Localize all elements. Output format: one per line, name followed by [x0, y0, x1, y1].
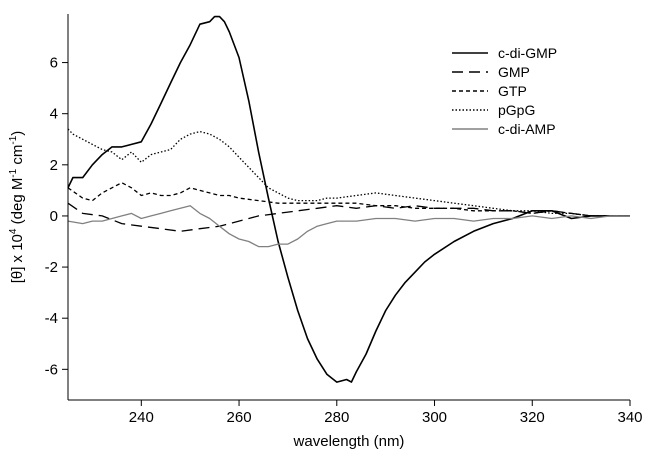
y-tick-label: 2: [50, 157, 58, 174]
series-line-c-di-AMP: [67, 205, 630, 248]
legend-label-c-di-GMP: c-di-GMP: [498, 45, 557, 61]
axes-layer: [67, 14, 630, 401]
y-tick-label: -2: [45, 259, 58, 276]
legend-label-GMP: GMP: [498, 64, 530, 80]
y-axis-title-part-d: ): [9, 131, 26, 136]
y-tick-label: -4: [45, 310, 58, 327]
y-axis-title-part-a: [θ] x 10: [9, 234, 26, 283]
y-tick-label: -6: [45, 361, 58, 378]
legend: c-di-GMP GMP GTP pGpG c-di-AMP: [452, 45, 557, 137]
series-line-pGpG: [67, 128, 630, 217]
y-axis-title-part-c: cm: [9, 145, 26, 169]
y-axis-title-part-b: (deg M: [9, 178, 26, 229]
x-tick-label: 260: [227, 409, 252, 426]
y-axis-title: [θ] x 104 (deg M-1 cm-1): [8, 131, 26, 284]
x-axis-title: wavelength (nm): [293, 433, 405, 450]
x-tick-label: 280: [324, 409, 349, 426]
legend-label-c-di-AMP: c-di-AMP: [498, 121, 556, 137]
series-line-GTP: [67, 182, 630, 217]
x-tick-label: 340: [617, 409, 642, 426]
x-tick-label: 320: [520, 409, 545, 426]
legend-label-pGpG: pGpG: [498, 102, 535, 118]
y-tick-label: 0: [50, 208, 58, 225]
legend-label-GTP: GTP: [498, 83, 527, 99]
ticks-layer: 240 260 280 300 320 340 -6 -4 -2 0 2 4 6: [45, 55, 643, 426]
y-axis-title-sup-a: 4: [8, 228, 19, 234]
y-axis-title-sup-b: -1: [8, 168, 19, 177]
series-line-c-di-GMP: [67, 15, 630, 383]
y-tick-label: 4: [50, 106, 58, 123]
x-tick-label: 300: [422, 409, 447, 426]
y-axis-title-sup-c: -1: [8, 135, 19, 144]
series-layer: [67, 15, 630, 383]
y-tick-label: 6: [50, 55, 58, 72]
x-tick-label: 240: [129, 409, 154, 426]
